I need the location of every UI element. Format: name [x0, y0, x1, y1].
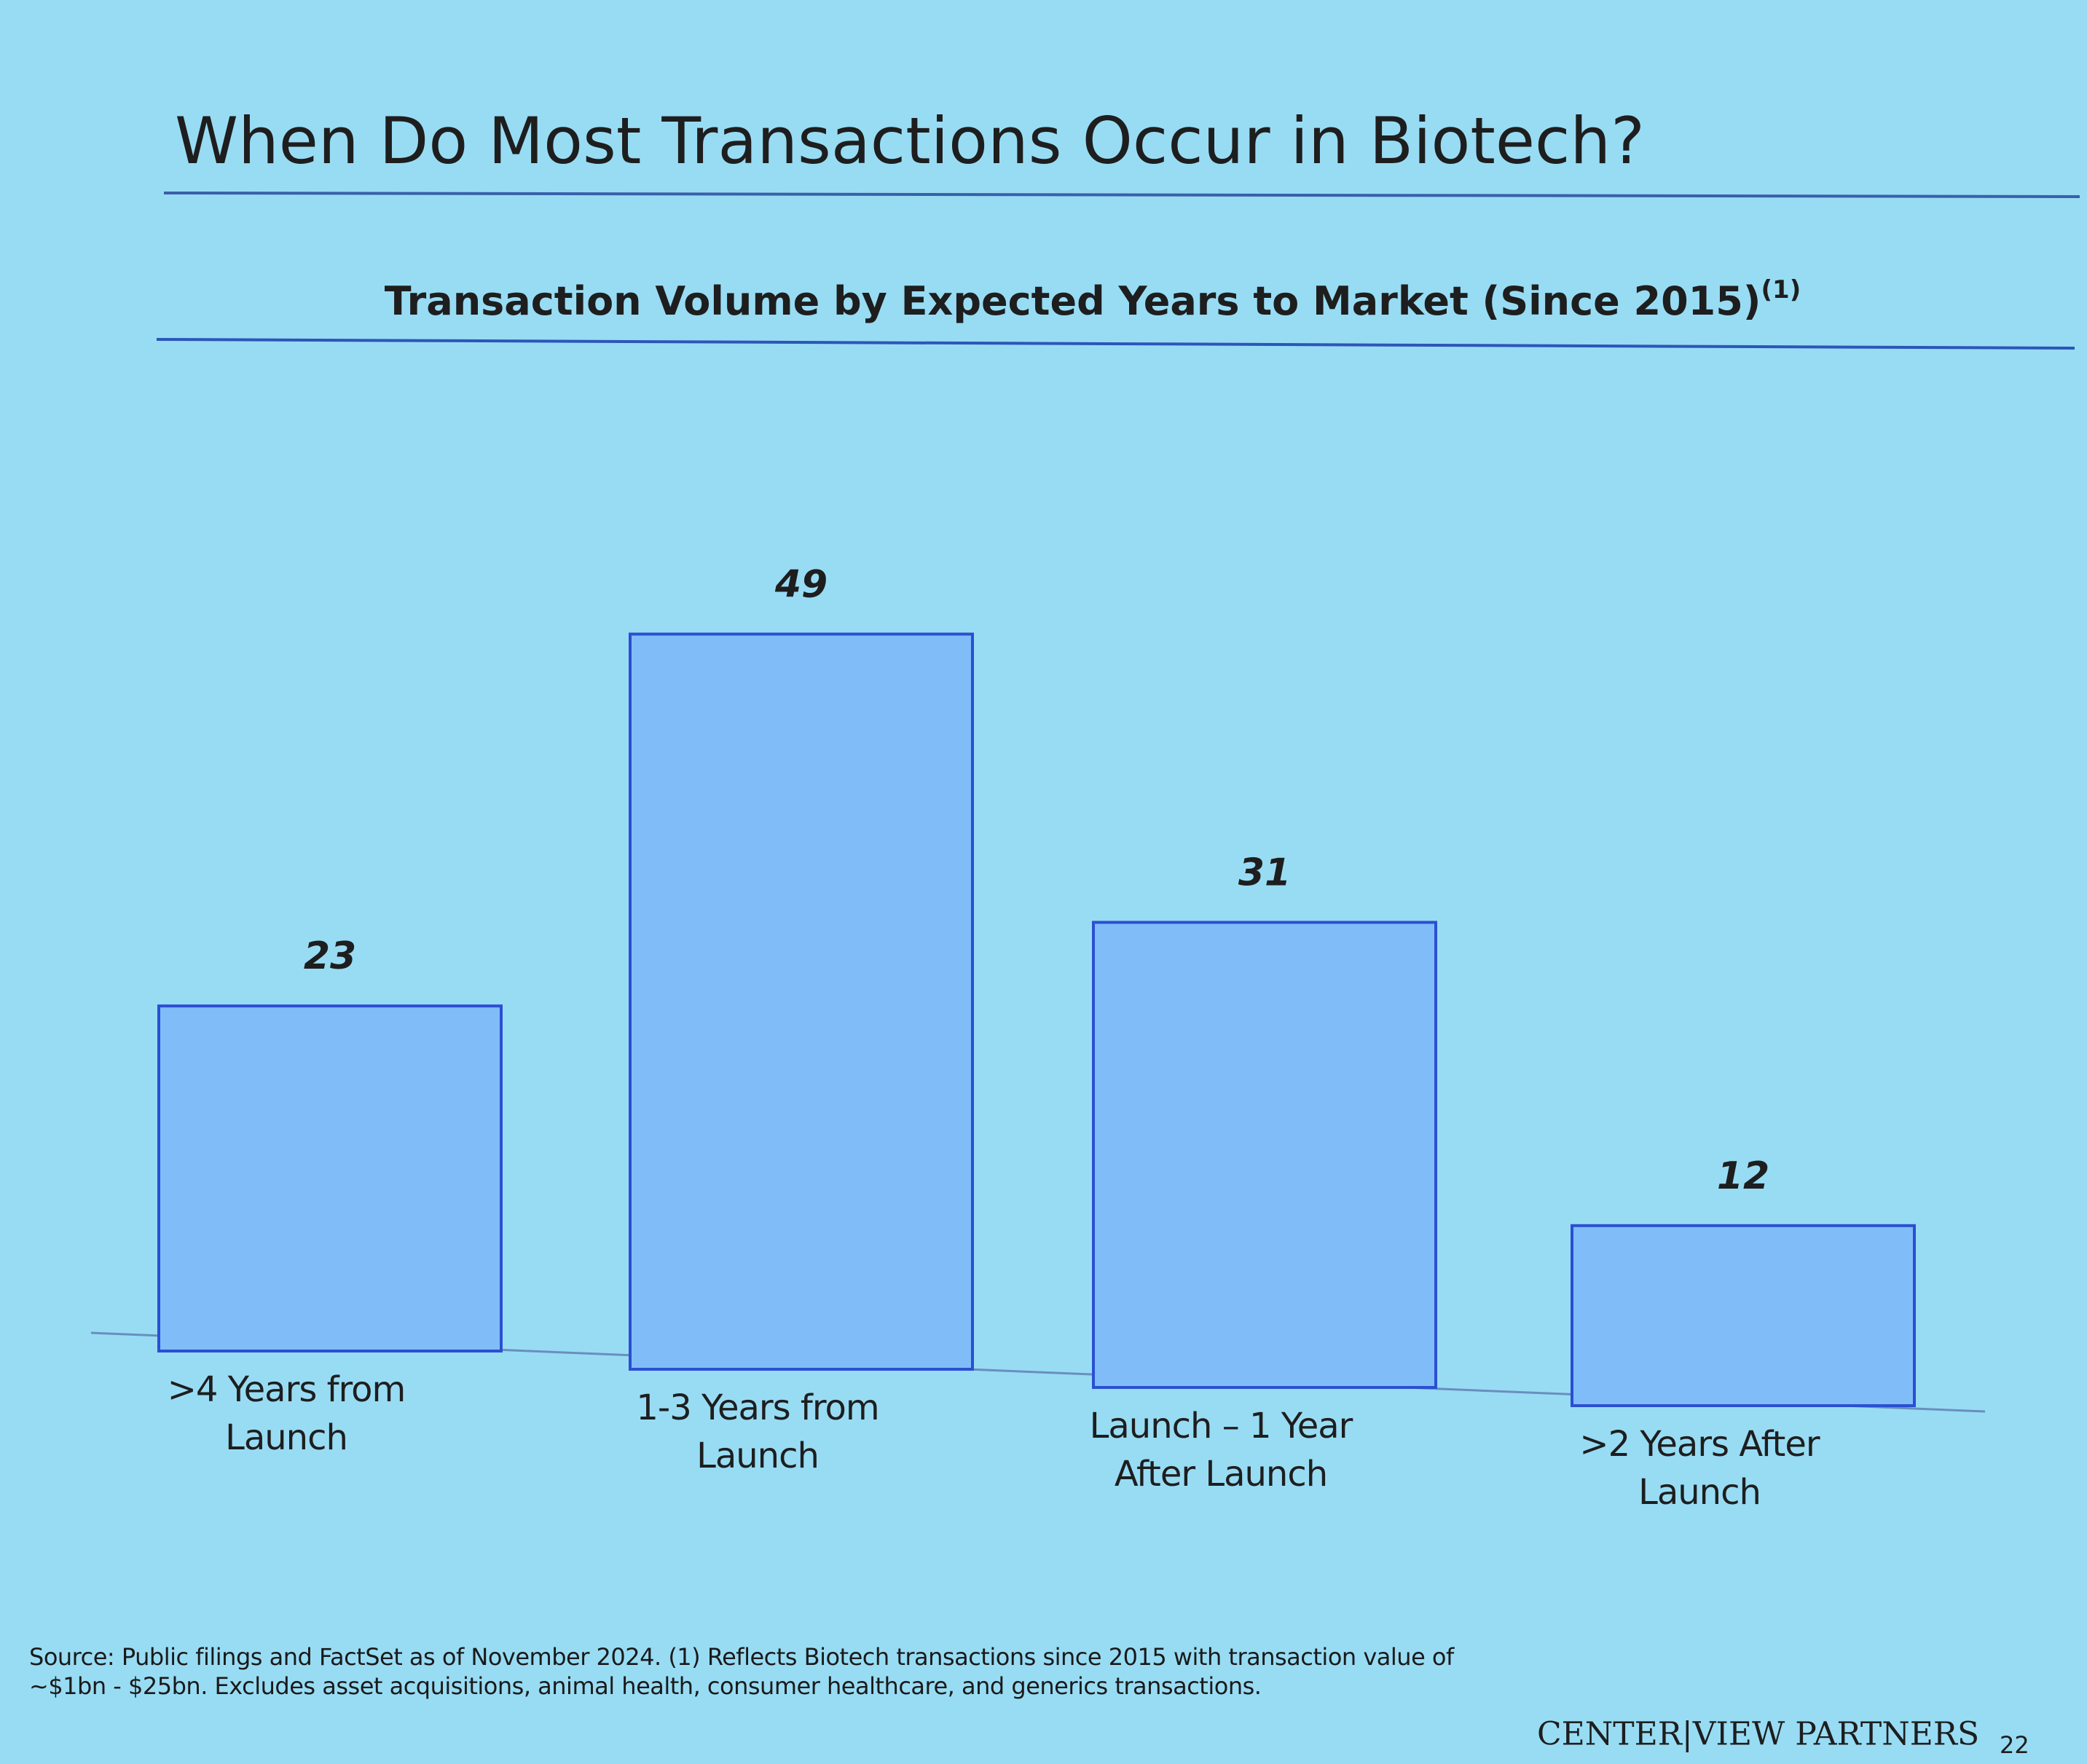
bar	[1092, 921, 1437, 1389]
category-box: 1-3 Years from Launch	[636, 1387, 879, 1476]
data-label: 12	[1717, 1154, 1769, 1198]
slide-title: When Do Most Transactions Occur in Biote…	[175, 103, 1645, 178]
data-label: 49	[774, 563, 828, 607]
chart-title-rule	[156, 338, 2075, 350]
data-label: 31	[1238, 851, 1291, 894]
chart-title-text: Transaction Volume by Expected Years to …	[385, 278, 1761, 324]
bar	[1571, 1224, 1916, 1408]
bar	[629, 632, 974, 1371]
title-rule	[163, 192, 2080, 198]
category-box: >2 Years After Launch	[1579, 1424, 1820, 1513]
category-box: >4 Years from Launch	[167, 1369, 406, 1458]
category-box: Launch – 1 Year After Launch	[1089, 1406, 1353, 1495]
source-box: Source: Public filings and FactSet as of…	[29, 1643, 1454, 1700]
category-label: 1-3 Years from Launch	[636, 1387, 879, 1476]
page-number: 22	[2000, 1731, 2029, 1759]
chart-title-note: (1)	[1761, 275, 1801, 304]
category-label: Launch – 1 Year After Launch	[1089, 1406, 1353, 1495]
chart-title: Transaction Volume by Expected Years to …	[385, 275, 1801, 324]
logo: CENTER|VIEW PARTNERS	[1537, 1716, 1979, 1753]
source-note: Source: Public filings and FactSet as of…	[29, 1643, 1454, 1700]
bar	[157, 1004, 503, 1352]
data-label: 23	[304, 934, 356, 978]
category-label: >4 Years from Launch	[167, 1369, 406, 1458]
category-label: >2 Years After Launch	[1579, 1424, 1820, 1513]
